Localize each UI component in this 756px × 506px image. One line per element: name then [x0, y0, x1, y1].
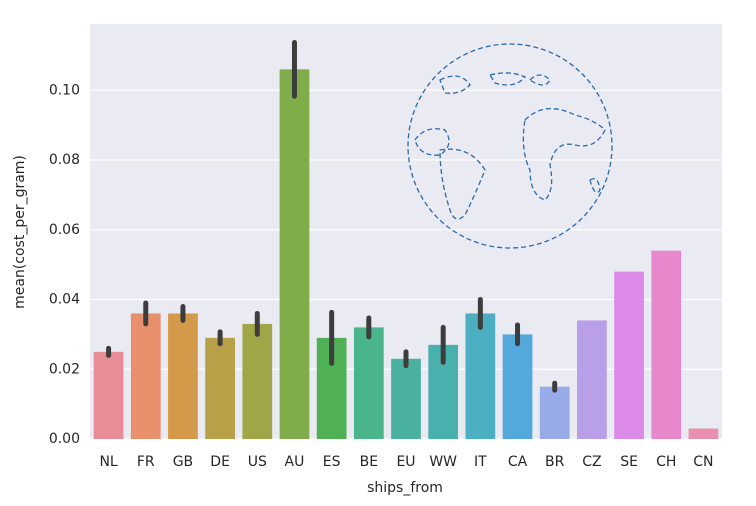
y-axis-label: mean(cost_per_gram): [12, 155, 28, 309]
x-tick-label: FR: [137, 454, 155, 470]
x-tick-label: CH: [656, 454, 676, 470]
x-tick-label: CN: [693, 454, 713, 470]
x-tick-label: AU: [285, 454, 305, 470]
bar: [688, 428, 719, 439]
x-tick-label: SE: [620, 454, 638, 470]
bar: [168, 313, 198, 439]
bar: [353, 327, 384, 439]
bar: [651, 250, 682, 439]
bar: [130, 313, 161, 439]
globe-icon: [407, 43, 613, 249]
bar: [205, 337, 235, 439]
x-tick-label: BE: [360, 454, 378, 470]
x-tick-label: IT: [474, 454, 487, 470]
bar: [279, 69, 310, 440]
bars: [93, 39, 719, 440]
y-tick-label: 0.06: [49, 222, 80, 238]
y-tick-label: 0.02: [49, 361, 80, 377]
x-axis-label: ships_from: [367, 480, 443, 496]
x-tick-label: US: [248, 454, 267, 470]
x-tick-label: DE: [210, 454, 230, 470]
y-tick-label: 0.10: [49, 82, 80, 98]
x-tick-label: BR: [545, 454, 565, 470]
x-tick-label: GB: [173, 454, 193, 470]
bar: [93, 351, 124, 439]
x-tick-label: EU: [396, 454, 415, 470]
x-tick-label: CZ: [582, 454, 601, 470]
bar: [242, 323, 273, 439]
x-tick-label: WW: [429, 454, 457, 470]
bar: [614, 271, 644, 439]
x-tick-label: CA: [508, 454, 528, 470]
y-tick-label: 0.00: [49, 431, 80, 447]
bar: [465, 313, 496, 439]
bar: [577, 320, 607, 439]
x-tick-label: ES: [323, 454, 341, 470]
y-tick-label: 0.08: [49, 152, 80, 168]
bar: [539, 386, 570, 439]
y-tick-label: 0.04: [49, 292, 80, 308]
x-tick-label: NL: [99, 454, 117, 470]
bar: [391, 358, 421, 439]
bar: [502, 334, 533, 439]
